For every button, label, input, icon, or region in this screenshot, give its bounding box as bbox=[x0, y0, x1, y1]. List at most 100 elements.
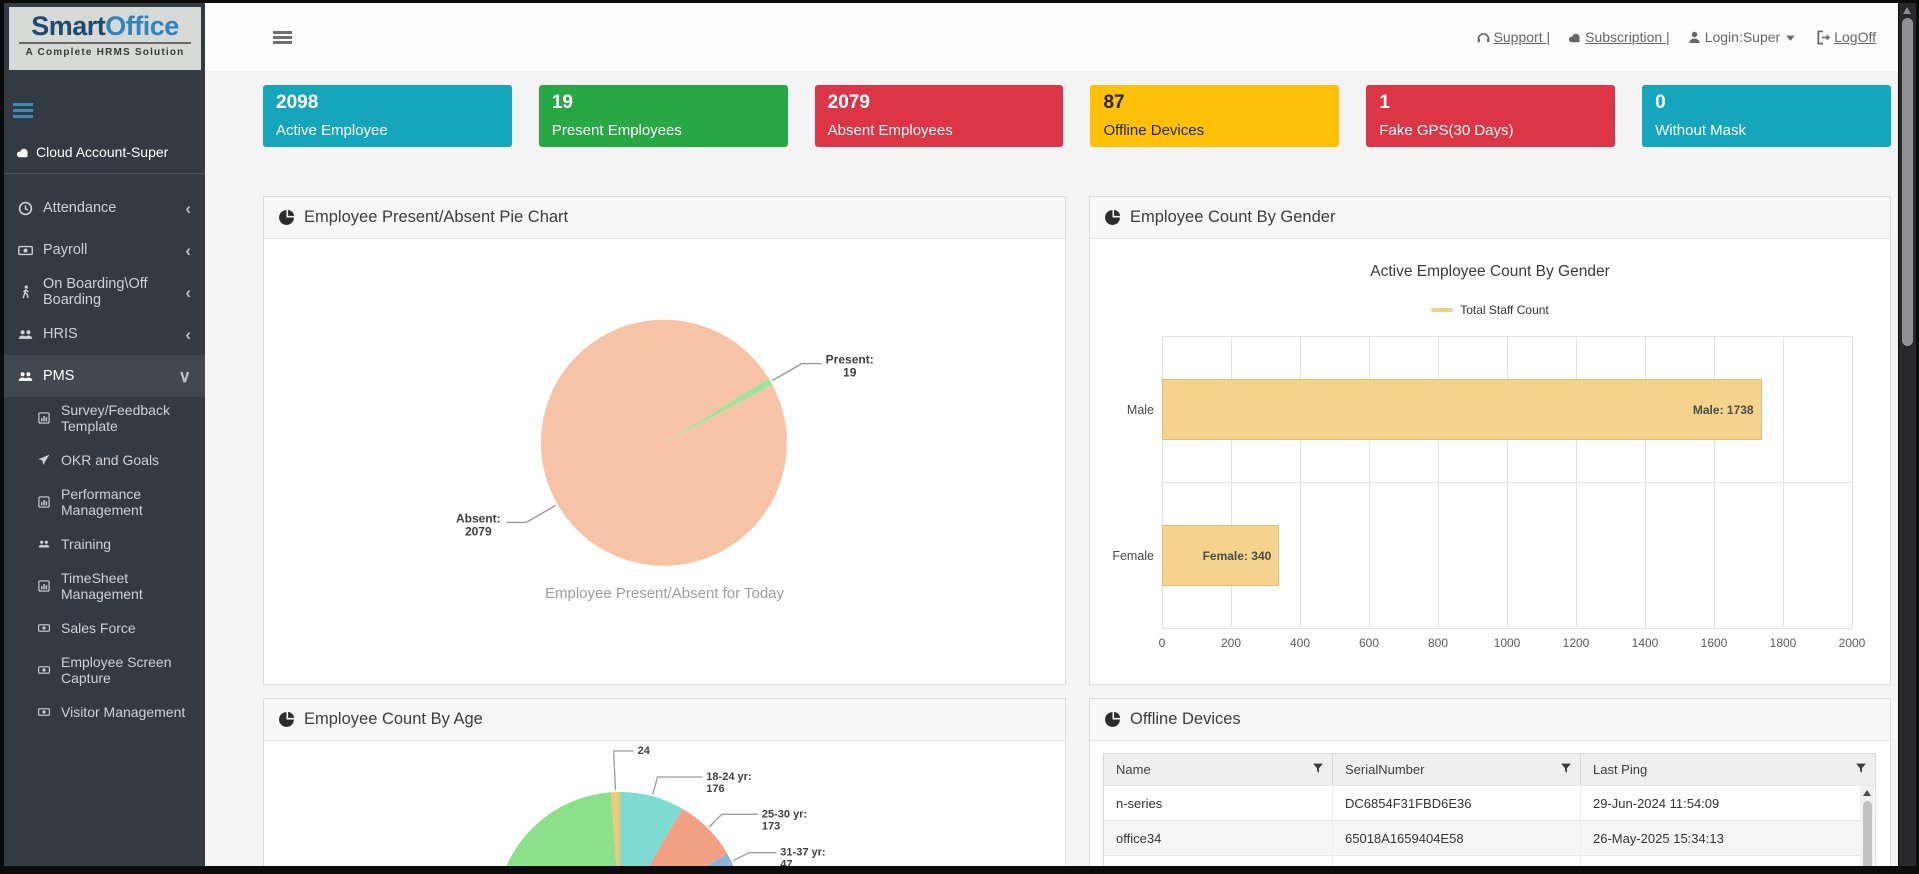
stat-card-value: 87 bbox=[1103, 92, 1125, 113]
x-tick-label: 200 bbox=[1220, 636, 1242, 650]
stat-card-value: 1 bbox=[1379, 92, 1390, 113]
sidebar-item-label: TimeSheet Management bbox=[61, 570, 143, 602]
page-scrollbar-thumb[interactable] bbox=[1902, 18, 1913, 346]
svg-text:Present:19: Present: 19 bbox=[826, 353, 874, 380]
brand-tagline: A Complete HRMS Solution bbox=[19, 42, 191, 58]
panel-title: Employee Count By Age bbox=[304, 710, 483, 728]
table-cell: 65018A1659404E58 bbox=[1333, 821, 1581, 855]
users-icon bbox=[17, 369, 34, 384]
stat-card-label: Active Employee bbox=[276, 122, 388, 139]
filter-icon[interactable] bbox=[1312, 762, 1324, 775]
sidebar-item-label: Performance Management bbox=[61, 486, 143, 518]
filter-icon[interactable] bbox=[1560, 762, 1572, 775]
topbar-link-label: LogOff bbox=[1834, 29, 1876, 45]
panel-present-absent-pie: Employee Present/Absent Pie Chart Presen… bbox=[263, 196, 1066, 685]
topbar-link-login[interactable]: Login:Super bbox=[1686, 29, 1800, 45]
age-chart-body: 18-24 yr: 176 25-30 yr: 173 31-37 yr: 47 24 bbox=[264, 741, 1065, 874]
gridline bbox=[1162, 482, 1852, 483]
stat-card-value: 0 bbox=[1655, 92, 1666, 113]
present-absent-pie-chart: Present: 19 Absent: 2079 bbox=[264, 239, 1065, 684]
sidebar-item-survey-feedback-template[interactable]: Survey/Feedback Template bbox=[4, 397, 205, 439]
gender-chart-title: Active Employee Count By Gender bbox=[1370, 263, 1610, 280]
stat-card-present-employees: 19 Present Employees bbox=[538, 85, 788, 147]
sidebar-item-label: Training bbox=[61, 536, 112, 552]
category-label-male: Male bbox=[1126, 402, 1154, 417]
column-header-name: Name bbox=[1104, 754, 1333, 785]
cloud-icon bbox=[1566, 30, 1583, 45]
menu-toggle-icon[interactable] bbox=[273, 31, 292, 46]
column-title: Name bbox=[1116, 762, 1151, 777]
cloud-account-label: Cloud Account-Super bbox=[36, 144, 169, 160]
stat-card-absent-employees: 2079 Absent Employees bbox=[814, 85, 1064, 147]
sidebar-item-sales-force[interactable]: Sales Force bbox=[4, 607, 205, 649]
bar-value-label: Female: 340 bbox=[1202, 548, 1272, 563]
scroll-up-icon[interactable] bbox=[1903, 7, 1911, 14]
stat-card-value: 2098 bbox=[276, 92, 319, 113]
filter-icon[interactable] bbox=[1855, 762, 1867, 775]
scroll-up-icon[interactable] bbox=[1863, 790, 1871, 796]
panel-gender-chart: Employee Count By Gender Active Employee… bbox=[1089, 196, 1891, 685]
chart-icon bbox=[35, 580, 52, 592]
panel-offline-devices: Offline Devices Name SerialNumber Last Pin… bbox=[1089, 698, 1891, 874]
x-tick-label: 1800 bbox=[1769, 636, 1797, 650]
topbar-link-support[interactable]: Support | bbox=[1475, 29, 1550, 45]
age-pie-chart: 18-24 yr: 176 25-30 yr: 173 31-37 yr: 47 24 bbox=[264, 741, 1065, 874]
sidebar-item-label: Payroll bbox=[43, 242, 88, 258]
table-cell: 26-May-2025 15:34:13 bbox=[1593, 830, 1724, 846]
pie-chart-icon bbox=[278, 711, 295, 728]
table-scrollbar[interactable] bbox=[1860, 786, 1874, 874]
stat-card-label: Offline Devices bbox=[1103, 122, 1205, 139]
chart-icon bbox=[35, 496, 52, 508]
caret-down-icon bbox=[1782, 30, 1799, 45]
x-tick-label: 800 bbox=[1427, 636, 1449, 650]
sidebar-item-timesheet-management[interactable]: TimeSheet Management bbox=[4, 565, 205, 607]
panel-title: Employee Count By Gender bbox=[1130, 208, 1336, 226]
sidebar-item-okr-and-goals[interactable]: OKR and Goals bbox=[4, 439, 205, 481]
pie-chart-icon bbox=[1104, 209, 1121, 226]
table-scrollbar-thumb[interactable] bbox=[1862, 801, 1872, 874]
table-row[interactable]: office34 65018A1659404E58 26-May-2025 15:3… bbox=[1104, 820, 1875, 855]
table-row[interactable]: n-series DC6854F31FBD6E36 29-Jun-2024 11:5… bbox=[1104, 785, 1875, 820]
stat-card-offline-devices: 87 Offline Devices bbox=[1090, 85, 1340, 147]
bar-male: Male: 1738 bbox=[1162, 379, 1762, 440]
x-tick-label: 600 bbox=[1358, 636, 1380, 650]
offline-devices-body: Name SerialNumber Last Ping n-series DC6854… bbox=[1090, 741, 1890, 874]
x-tick-label: 1600 bbox=[1700, 636, 1728, 650]
topbar: Support | Subscription | Login:Super LogOff bbox=[205, 3, 1898, 71]
offline-devices-table: Name SerialNumber Last Ping n-series DC6854… bbox=[1103, 753, 1876, 874]
sidebar: SmartOffice A Complete HRMS Solution Clo… bbox=[4, 3, 205, 866]
bar-female: Female: 340 bbox=[1162, 525, 1280, 586]
cloud-account-item[interactable]: Cloud Account-Super bbox=[4, 136, 205, 168]
main-content: 2098 Active Employee 19 Present Employees 20… bbox=[205, 71, 1898, 874]
panel-title: Employee Present/Absent Pie Chart bbox=[304, 208, 569, 226]
pie-caption: Employee Present/Absent for Today bbox=[544, 585, 785, 602]
table-cell: 29-Jun-2024 11:54:09 bbox=[1593, 795, 1720, 811]
stat-card-label: Present Employees bbox=[551, 122, 682, 139]
topbar-link-subscription[interactable]: Subscription | bbox=[1566, 29, 1670, 45]
page-scrollbar[interactable] bbox=[1899, 3, 1916, 866]
sidebar-hamburger-icon[interactable] bbox=[13, 103, 33, 121]
brand-name: SmartOffice bbox=[31, 11, 179, 41]
sidebar-item-attendance[interactable]: Attendance ‹ bbox=[4, 187, 205, 229]
topbar-link-logoff[interactable]: LogOff bbox=[1815, 29, 1876, 45]
clock-icon bbox=[17, 201, 34, 216]
sidebar-menu: Attendance ‹ Payroll ‹ On Boarding\Off Board… bbox=[4, 187, 205, 733]
column-title: SerialNumber bbox=[1345, 762, 1425, 777]
sidebar-item-visitor-management[interactable]: Visitor Management bbox=[4, 691, 205, 733]
sidebar-item-pms[interactable]: PMS ∨ bbox=[4, 355, 205, 397]
sidebar-item-training[interactable]: Training bbox=[4, 523, 205, 565]
sidebar-item-employee-screen-capture[interactable]: Employee Screen Capture bbox=[4, 649, 205, 691]
sidebar-item-on-boarding-off-boarding[interactable]: On Boarding\Off Boarding ‹ bbox=[4, 271, 205, 313]
table-header-row: Name SerialNumber Last Ping bbox=[1104, 754, 1875, 785]
sidebar-item-hris[interactable]: HRIS ‹ bbox=[4, 313, 205, 355]
sidebar-item-performance-management[interactable]: Performance Management bbox=[4, 481, 205, 523]
sidebar-item-payroll[interactable]: Payroll ‹ bbox=[4, 229, 205, 271]
panel-age-chart: Employee Count By Age 18-24 yr: 176 25-30 … bbox=[263, 698, 1066, 874]
stat-card-label: Absent Employees bbox=[827, 122, 953, 139]
sidebar-divider bbox=[4, 173, 205, 174]
stat-card-value: 2079 bbox=[827, 92, 870, 113]
column-header-last-ping: Last Ping bbox=[1581, 754, 1875, 785]
x-tick-label: 1200 bbox=[1562, 636, 1590, 650]
legend-label: Total Staff Count bbox=[1460, 303, 1549, 317]
sidebar-item-label: Attendance bbox=[43, 200, 117, 216]
